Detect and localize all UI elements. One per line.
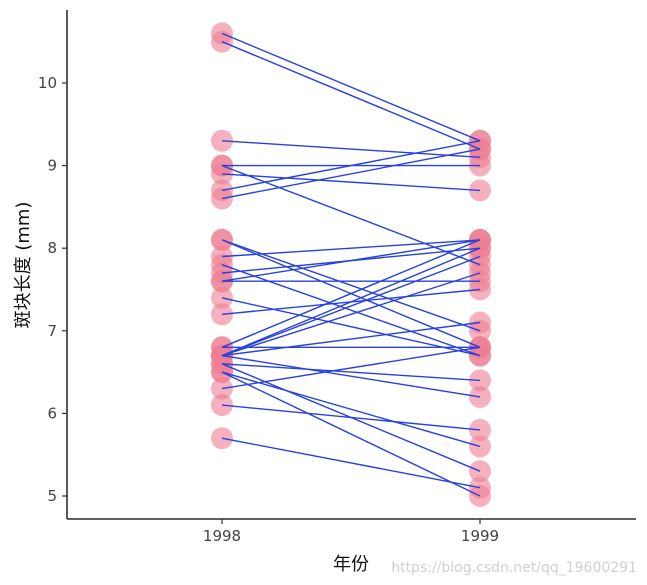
connect-line-8 (221, 239, 481, 332)
connect-line-2 (221, 140, 481, 158)
connect-line-1 (221, 41, 481, 150)
y-tick-label-7: 7 (47, 322, 57, 340)
watermark: https://blog.csdn.net/qq_19600291 (391, 560, 637, 576)
connect-line-6 (221, 140, 481, 192)
connect-line-29 (221, 354, 481, 398)
connect-line-24 (221, 371, 481, 497)
connect-line-11 (221, 264, 481, 357)
x-axis-title: 年份 (333, 554, 369, 575)
connect-line-10 (221, 239, 481, 258)
y-tick-label-5: 5 (47, 487, 57, 505)
connect-line-19 (221, 255, 481, 357)
connect-line-25 (221, 371, 481, 448)
y-tick-label-9: 9 (47, 157, 57, 175)
y-tick-label-8: 8 (47, 239, 57, 257)
connecting-lines (221, 32, 481, 497)
connect-line-30 (221, 363, 481, 472)
x-ticks: 1998 1999 (203, 519, 499, 545)
connect-line-23 (221, 363, 481, 382)
connect-line-7 (221, 148, 481, 200)
connect-line-21 (221, 321, 481, 357)
connect-line-0 (221, 32, 481, 142)
axes (66, 10, 636, 520)
connect-line-15 (221, 297, 481, 357)
connect-line-28 (221, 437, 481, 489)
y-tick-label-10: 10 (38, 74, 57, 92)
connect-line-4 (221, 164, 481, 266)
connect-line-26 (221, 346, 481, 390)
y-tick-label-6: 6 (47, 404, 57, 422)
connect-line-14 (221, 239, 481, 282)
connect-line-20 (221, 272, 481, 357)
connect-line-17 (221, 239, 481, 348)
y-axis-title: 斑块长度 (mm) (13, 202, 34, 329)
connect-line-22 (221, 247, 481, 357)
x-tick-label-1998: 1998 (203, 527, 241, 545)
x-tick-label-1999: 1999 (461, 527, 499, 545)
y-ticks: 5 6 7 8 9 10 (38, 74, 67, 505)
connect-line-5 (221, 173, 481, 192)
